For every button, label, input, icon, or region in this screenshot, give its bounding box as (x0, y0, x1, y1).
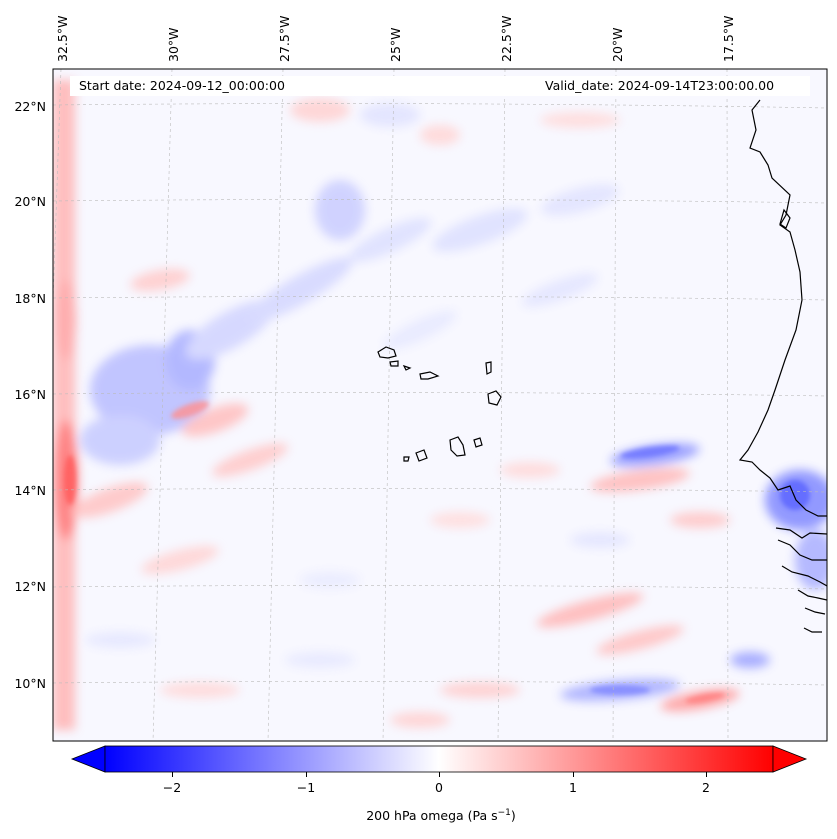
cb-tick-mark (439, 772, 440, 777)
valid-date-label: Valid_date: 2024-09-14T23:00:00.00 (545, 78, 775, 93)
cb-tick-label: −2 (162, 780, 182, 795)
coastline (738, 99, 827, 633)
colorbar-body (104, 745, 774, 773)
lat-label-12n: 12°N (14, 579, 46, 594)
colorbar (70, 745, 808, 773)
lat-label-20n: 20°N (14, 194, 46, 209)
cb-tick-mark (172, 772, 173, 777)
map-frame (52, 68, 828, 742)
colorbar-label-end: ) (510, 808, 516, 824)
colorbar-left-extend (70, 745, 106, 773)
cape-verde-islands (377, 346, 502, 462)
cb-tick-mark (573, 772, 574, 777)
colorbar-label: 200 hPa omega (Pa s−1) (0, 808, 837, 823)
info-box (70, 76, 810, 96)
lat-label-10n: 10°N (14, 676, 46, 691)
lat-label-14n: 14°N (14, 483, 46, 498)
colorbar-right-extend (772, 745, 808, 773)
omega-field (53, 80, 827, 730)
colorbar-label-sup: −1 (497, 808, 511, 818)
gridlines (53, 69, 827, 741)
cb-tick-label: 0 (435, 780, 443, 795)
cb-tick-label: −1 (296, 780, 316, 795)
start-date-label: Start date: 2024-09-12_00:00:00 (79, 78, 285, 93)
lat-label-18n: 18°N (14, 291, 46, 306)
cb-tick-mark (706, 772, 707, 777)
lat-label-22n: 22°N (14, 99, 46, 114)
lat-label-16n: 16°N (14, 387, 46, 402)
cb-tick-label: 1 (569, 780, 577, 795)
cb-tick-label: 2 (702, 780, 710, 795)
cb-tick-mark (306, 772, 307, 777)
colorbar-label-text: 200 hPa omega (Pa s (366, 808, 498, 824)
